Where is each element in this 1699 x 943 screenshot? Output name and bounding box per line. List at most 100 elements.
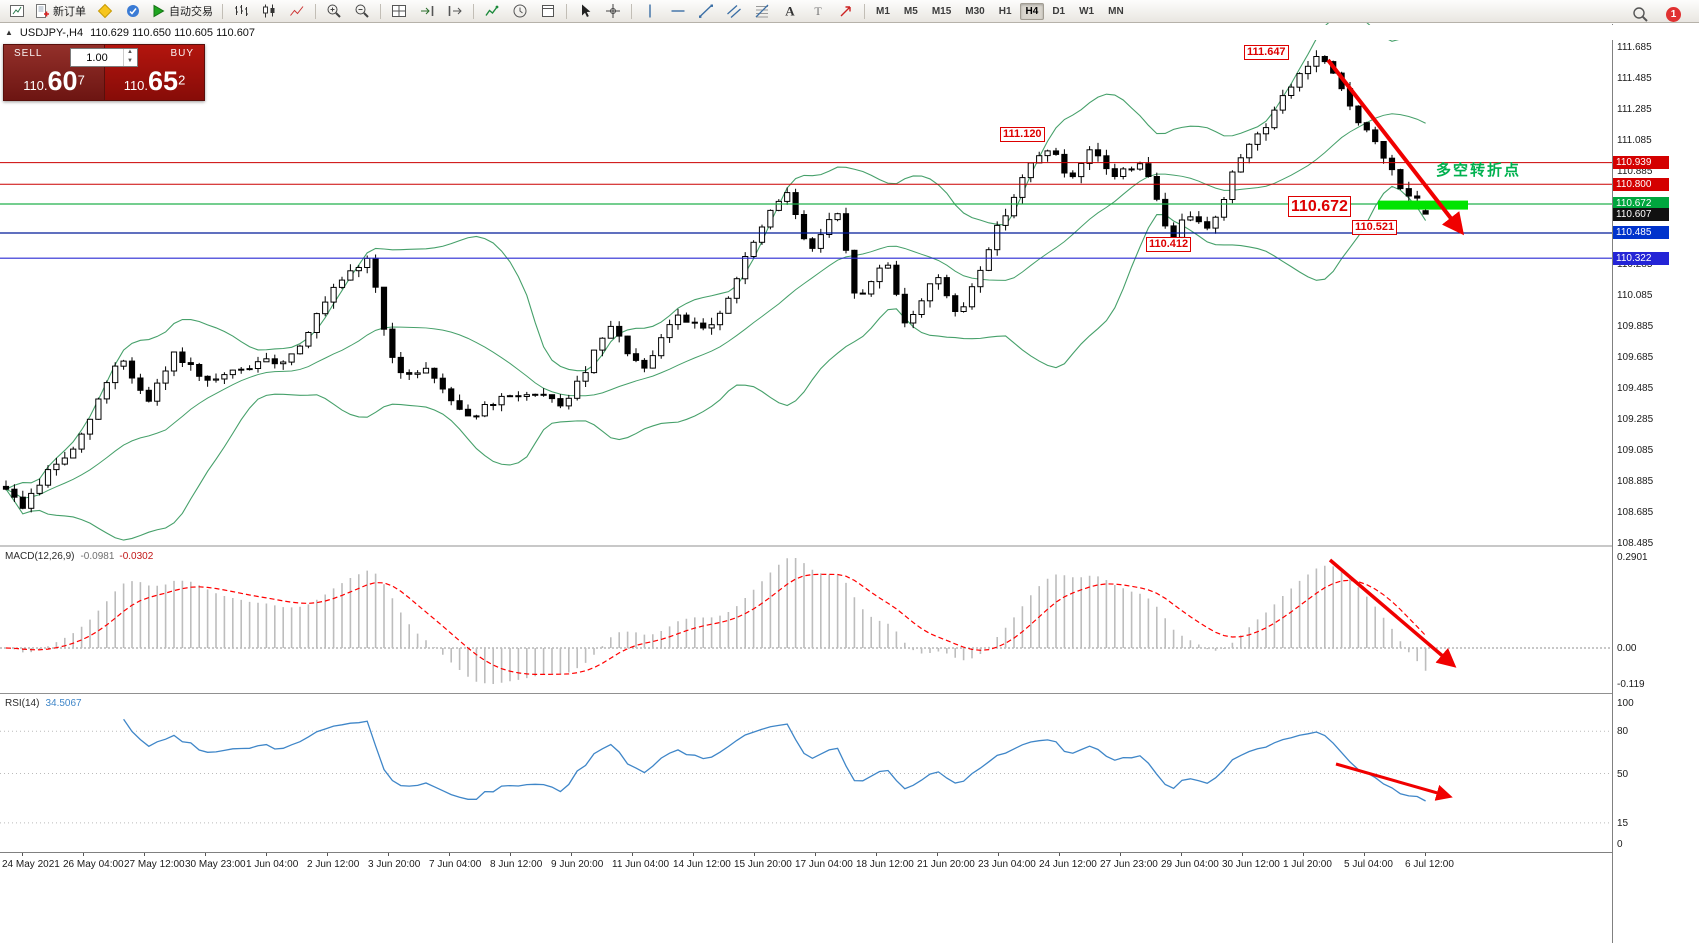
level-lines[interactable]: [0, 162, 1612, 259]
buy-price-prefix: 110.: [123, 78, 149, 93]
sell-price-prefix: 110.: [23, 78, 48, 93]
price-scale-label: 108.485: [1617, 538, 1654, 549]
time-label: 18 Jun 12:00: [856, 859, 914, 870]
horizontal-line-button[interactable]: [664, 0, 692, 22]
symbol-title: USDJPY-,H4: [19, 26, 84, 39]
chart-line-icon: [289, 3, 305, 19]
metaeditor-button[interactable]: [91, 0, 119, 22]
turning-point-zone[interactable]: [1378, 200, 1468, 210]
search-icon[interactable]: [1626, 3, 1654, 25]
new-chart-button[interactable]: [3, 0, 31, 22]
chart-shift-button[interactable]: [441, 0, 469, 22]
time-label: 3 Jun 20:00: [368, 859, 421, 870]
time-tick: [1242, 853, 1243, 856]
price-scale[interactable]: 111.685 111.485 111.285 111.085 110.885 110.6…: [1612, 24, 1699, 943]
price-scale-label: 111.485: [1617, 73, 1652, 84]
market-watch-button[interactable]: [119, 0, 147, 22]
tile-windows-button[interactable]: [385, 0, 413, 22]
zoom-out-button[interactable]: [348, 0, 376, 22]
price-annotation[interactable]: 110.672: [1288, 196, 1351, 217]
timeframe-d1[interactable]: D1: [1052, 5, 1066, 17]
macd-scale-zero: 0.00: [1617, 643, 1637, 654]
candlesticks[interactable]: [2, 50, 1429, 513]
rsi-trend-arrow[interactable]: [1335, 762, 1453, 801]
time-tick: [144, 853, 145, 856]
indicators-button[interactable]: [478, 0, 506, 22]
price-annotation[interactable]: 110.412: [1146, 237, 1192, 252]
timeframe-m1[interactable]: M1: [876, 5, 890, 17]
time-tick: [1425, 853, 1426, 856]
timeframe-m15[interactable]: M15: [931, 5, 952, 17]
new-order-button[interactable]: 新订单: [31, 0, 91, 22]
notification-badge[interactable]: 1: [1666, 6, 1681, 22]
one-click-trading-panel: SELL 110.607 BUY 110.652 ▲▼: [3, 44, 205, 101]
metaeditor-icon: [97, 3, 113, 19]
price-annotation[interactable]: 111.647: [1244, 45, 1289, 60]
fibonacci-button[interactable]: [748, 0, 776, 22]
vertical-line-button[interactable]: [636, 0, 664, 22]
time-label: 21 Jun 20:00: [917, 859, 975, 870]
zoom-in-button[interactable]: [320, 0, 348, 22]
templates-button[interactable]: [534, 0, 562, 22]
timeframe-w1[interactable]: W1: [1079, 5, 1095, 17]
turning-point-note[interactable]: 多空转折点: [1436, 162, 1522, 179]
text-button[interactable]: A: [776, 0, 804, 22]
rsi-scale-label: 80: [1617, 726, 1629, 737]
timeframe-h4[interactable]: H4: [1019, 2, 1045, 20]
time-label: 6 Jul 12:00: [1405, 859, 1454, 870]
time-label: 14 Jun 12:00: [673, 859, 731, 870]
symbol-ohlc: 110.629 110.650 110.605 110.607: [90, 26, 256, 39]
chart-candles-button[interactable]: [255, 0, 283, 22]
macd-trend-arrow[interactable]: [1328, 558, 1457, 668]
templates-icon: [540, 3, 556, 19]
chart-candles-icon: [261, 3, 277, 19]
chart-bars-button[interactable]: [227, 0, 255, 22]
price-scale-label: 111.085: [1617, 135, 1652, 146]
sell-price: 110.607: [4, 66, 104, 97]
main-trend-arrow[interactable]: [1326, 58, 1465, 236]
sell-price-big: 60: [47, 66, 78, 96]
time-label: 1 Jun 04:00: [246, 859, 299, 870]
time-label: 27 Jun 23:00: [1100, 859, 1158, 870]
text-label-icon: T: [810, 3, 826, 19]
crosshair-button[interactable]: [599, 0, 627, 22]
autotrading-label: 自动交易: [169, 6, 213, 18]
arrows-button[interactable]: [832, 0, 860, 22]
volume-input[interactable]: [71, 49, 123, 66]
timeframe-m5[interactable]: M5: [903, 5, 918, 17]
auto-scroll-icon: [419, 3, 435, 19]
time-label: 27 May 12:00: [124, 859, 185, 870]
equidistant-channel-button[interactable]: [720, 0, 748, 22]
price-annotation[interactable]: 111.120: [1000, 127, 1045, 142]
rsi-value: 34.5067: [45, 698, 82, 709]
price-scale-label: 111.285: [1617, 104, 1652, 115]
macd-header: MACD(12,26,9) -0.0981 -0.0302: [5, 551, 153, 562]
chart-line-button[interactable]: [283, 0, 311, 22]
price-scale-label: 109.685: [1617, 352, 1654, 363]
volume-box: ▲▼: [70, 48, 138, 67]
timeframe-mn[interactable]: MN: [1108, 5, 1124, 17]
toolbar-separator: [631, 3, 632, 19]
time-axis[interactable]: 24 May 2021 26 May 04:00 27 May 12:00 30 Ma…: [0, 852, 1612, 879]
svg-text:T: T: [814, 4, 822, 18]
timeframe-m30[interactable]: M30: [965, 5, 985, 17]
trend-arrows[interactable]: [1326, 58, 1465, 801]
volume-spinner[interactable]: ▲ ▼: [123, 49, 136, 66]
timeframe-h1[interactable]: H1: [998, 5, 1012, 17]
time-tick: [22, 853, 23, 856]
price-annotation[interactable]: 110.521: [1352, 220, 1398, 235]
trendline-button[interactable]: [692, 0, 720, 22]
time-tick: [693, 853, 694, 856]
time-tick: [571, 853, 572, 856]
periods-button[interactable]: [506, 0, 534, 22]
macd-indicator: [0, 558, 1612, 684]
autotrading-button[interactable]: 自动交易: [147, 0, 218, 22]
time-tick: [266, 853, 267, 856]
oneclick-collapse-icon[interactable]: ▲: [5, 28, 13, 37]
text-label-button[interactable]: T: [804, 0, 832, 22]
cursor-button[interactable]: [571, 0, 599, 22]
periods-icon: [512, 3, 528, 19]
auto-scroll-button[interactable]: [413, 0, 441, 22]
time-tick: [754, 853, 755, 856]
